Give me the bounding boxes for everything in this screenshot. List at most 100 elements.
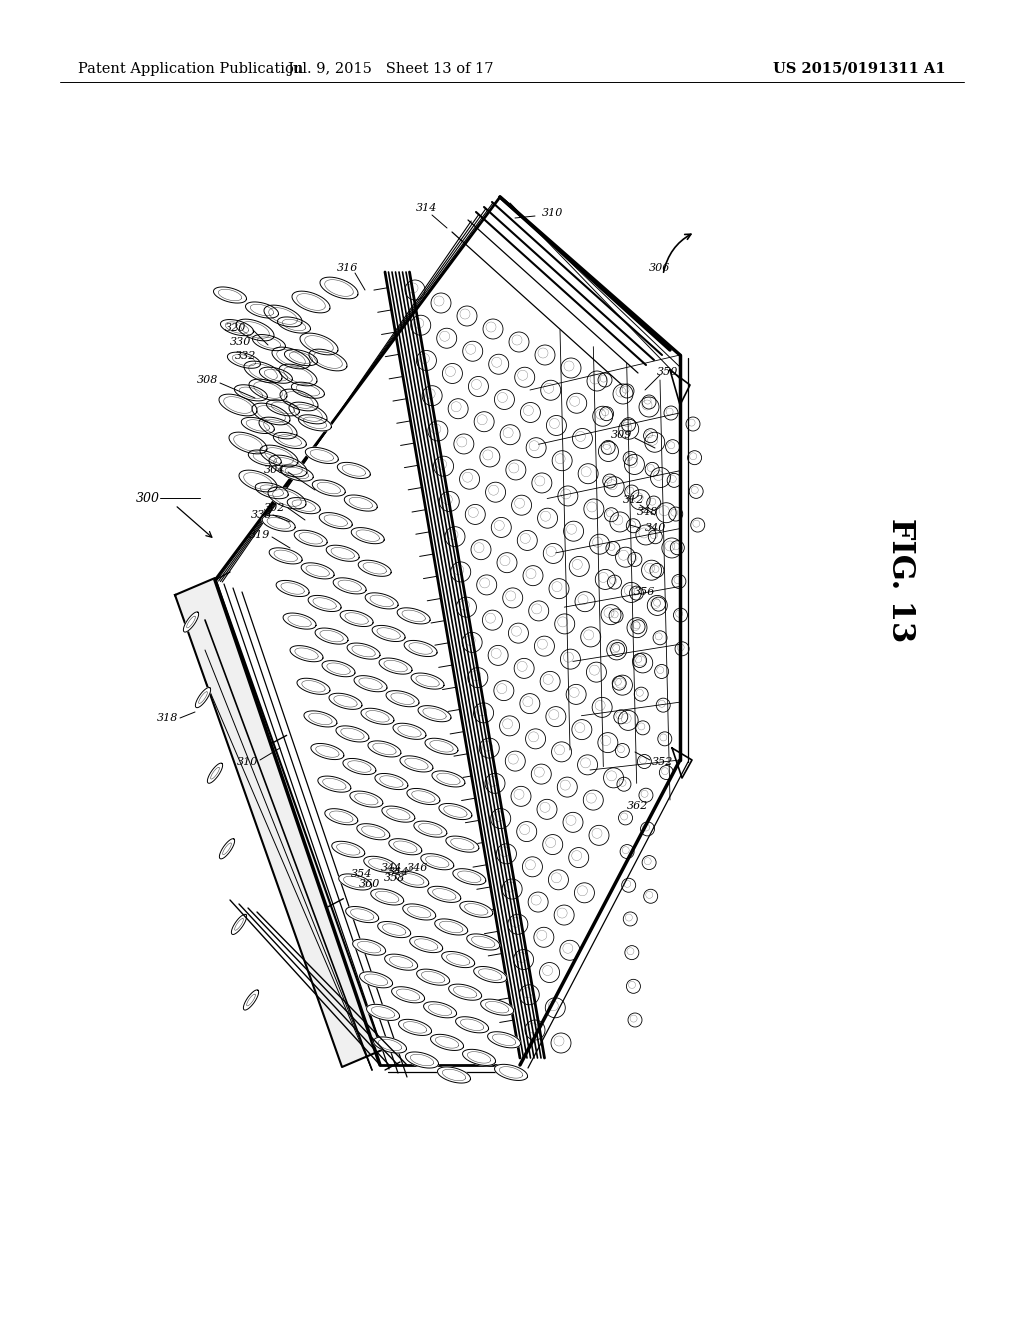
Polygon shape <box>280 389 318 411</box>
Text: 344': 344' <box>388 867 413 876</box>
Polygon shape <box>402 904 436 920</box>
Text: 302: 302 <box>264 503 286 513</box>
Polygon shape <box>375 774 408 789</box>
Polygon shape <box>417 969 450 985</box>
Polygon shape <box>359 972 392 987</box>
Polygon shape <box>305 447 338 463</box>
Text: 309: 309 <box>611 430 633 440</box>
Polygon shape <box>231 915 247 935</box>
Polygon shape <box>460 902 493 917</box>
Text: 358: 358 <box>384 873 406 883</box>
Polygon shape <box>379 659 412 675</box>
Polygon shape <box>325 809 357 825</box>
Text: 344: 344 <box>381 863 402 873</box>
Text: 356: 356 <box>634 587 655 597</box>
Polygon shape <box>430 1035 464 1051</box>
Text: US 2015/0191311 A1: US 2015/0191311 A1 <box>773 62 946 77</box>
Text: 320: 320 <box>225 323 247 333</box>
Polygon shape <box>437 1067 470 1084</box>
Polygon shape <box>424 1002 457 1018</box>
Polygon shape <box>287 498 321 513</box>
Polygon shape <box>410 936 442 953</box>
Polygon shape <box>322 660 355 677</box>
Text: 306: 306 <box>649 263 671 273</box>
Polygon shape <box>672 748 692 777</box>
Polygon shape <box>421 854 454 870</box>
Polygon shape <box>389 838 422 855</box>
Polygon shape <box>259 417 297 438</box>
Polygon shape <box>398 1019 431 1035</box>
Polygon shape <box>227 352 260 368</box>
Text: 310: 310 <box>238 756 259 767</box>
Text: 318: 318 <box>158 713 178 723</box>
Polygon shape <box>487 1032 520 1048</box>
Polygon shape <box>246 302 279 318</box>
Polygon shape <box>407 788 440 805</box>
Polygon shape <box>670 370 690 405</box>
Text: 316: 316 <box>337 263 358 273</box>
Polygon shape <box>404 640 437 656</box>
Polygon shape <box>272 347 310 368</box>
Polygon shape <box>439 804 472 820</box>
Polygon shape <box>352 939 386 956</box>
Polygon shape <box>281 465 313 480</box>
Polygon shape <box>344 495 377 511</box>
Polygon shape <box>234 384 267 401</box>
Text: 352: 352 <box>652 756 674 767</box>
Text: Patent Application Publication: Patent Application Publication <box>78 62 303 77</box>
Polygon shape <box>220 319 254 335</box>
Polygon shape <box>268 487 306 508</box>
Polygon shape <box>354 676 387 692</box>
Polygon shape <box>366 593 398 609</box>
Text: 308: 308 <box>198 375 219 385</box>
Polygon shape <box>382 807 415 822</box>
Polygon shape <box>301 562 334 579</box>
Polygon shape <box>285 350 317 366</box>
Polygon shape <box>304 711 337 727</box>
Polygon shape <box>343 759 376 775</box>
Polygon shape <box>414 821 446 837</box>
Polygon shape <box>264 305 302 327</box>
Polygon shape <box>449 985 481 1001</box>
Polygon shape <box>175 578 382 1067</box>
Polygon shape <box>463 1049 496 1065</box>
Polygon shape <box>441 952 475 968</box>
Text: 362: 362 <box>628 801 648 810</box>
Polygon shape <box>273 433 306 449</box>
Polygon shape <box>309 348 347 371</box>
Polygon shape <box>346 907 379 923</box>
Text: Jul. 9, 2015   Sheet 13 of 17: Jul. 9, 2015 Sheet 13 of 17 <box>287 62 494 77</box>
Polygon shape <box>312 480 345 496</box>
Text: 330: 330 <box>230 337 252 347</box>
Polygon shape <box>266 400 299 416</box>
Text: 348: 348 <box>637 507 658 517</box>
Polygon shape <box>337 462 371 478</box>
Polygon shape <box>269 548 302 564</box>
Polygon shape <box>219 395 257 416</box>
Polygon shape <box>347 643 380 659</box>
Text: 354: 354 <box>351 869 373 879</box>
Polygon shape <box>411 673 444 689</box>
Polygon shape <box>495 1064 527 1081</box>
Polygon shape <box>249 379 287 401</box>
Polygon shape <box>385 954 418 970</box>
Polygon shape <box>259 367 293 383</box>
Polygon shape <box>364 857 396 873</box>
Polygon shape <box>339 874 372 890</box>
Polygon shape <box>300 333 338 355</box>
Polygon shape <box>239 470 278 492</box>
Polygon shape <box>406 1052 438 1068</box>
Text: 310: 310 <box>543 209 563 218</box>
Polygon shape <box>321 277 358 298</box>
Polygon shape <box>269 455 307 477</box>
Polygon shape <box>333 578 367 594</box>
Polygon shape <box>456 1016 488 1032</box>
Polygon shape <box>278 317 310 333</box>
Polygon shape <box>252 403 290 425</box>
Polygon shape <box>418 706 451 722</box>
Polygon shape <box>425 738 458 754</box>
Polygon shape <box>311 743 344 759</box>
Polygon shape <box>292 292 330 313</box>
Polygon shape <box>372 626 406 642</box>
Polygon shape <box>386 690 419 706</box>
